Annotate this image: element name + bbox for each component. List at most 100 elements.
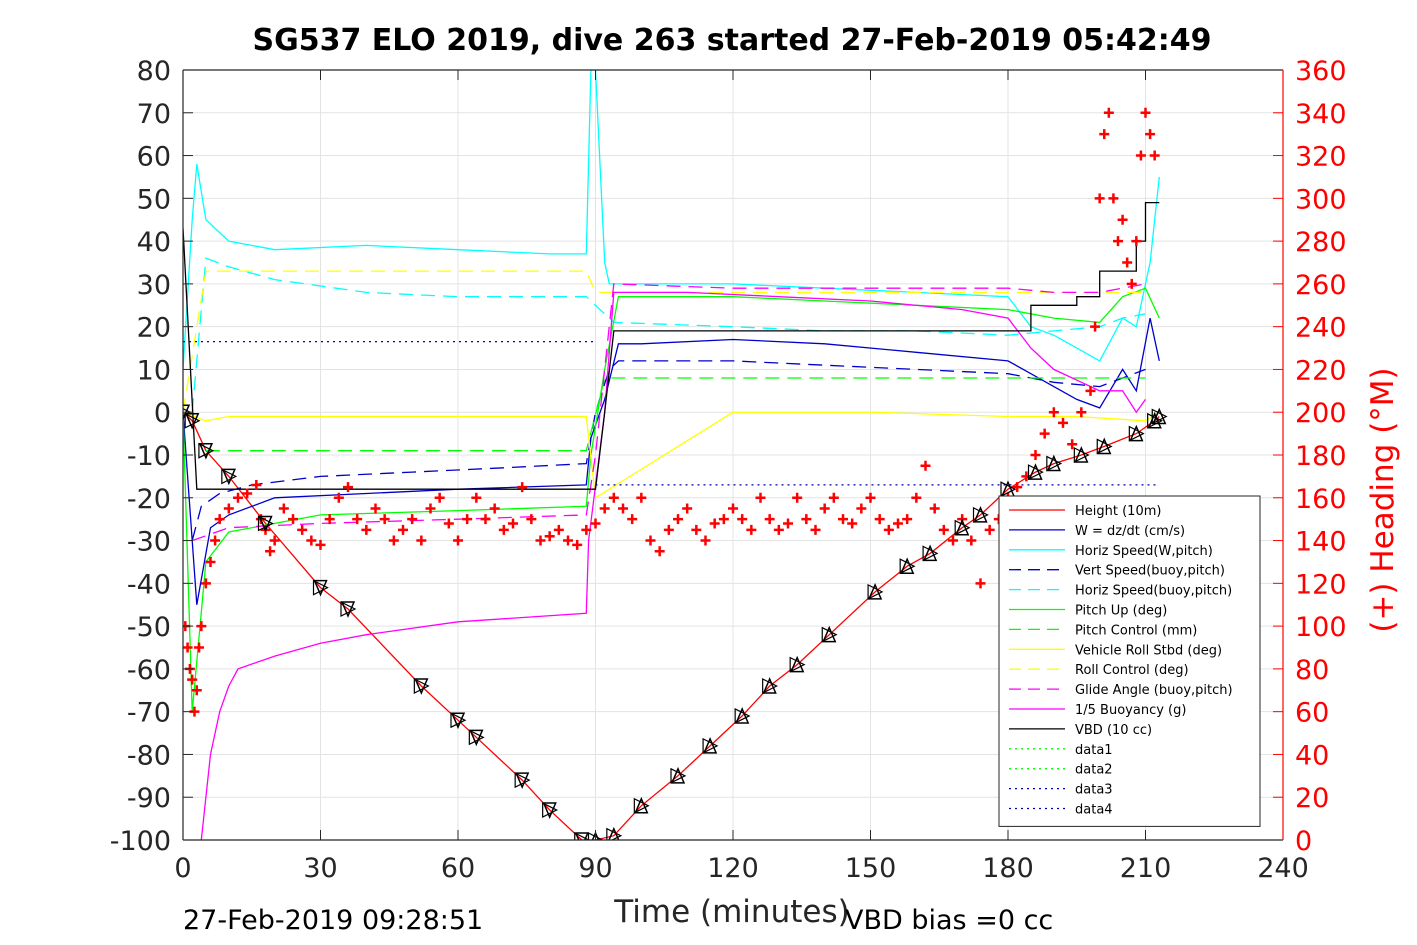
legend-entry: data4 (1075, 803, 1113, 818)
y-tick-label: -60 (127, 655, 171, 686)
depth-marker-alt (922, 545, 939, 562)
depth-marker (822, 625, 837, 643)
heading-point (361, 524, 372, 535)
depth-marker-alt (789, 656, 806, 673)
y-right-tick-label: 280 (1295, 227, 1347, 258)
y-tick-label: -30 (127, 527, 171, 558)
y-right-tick-label: 260 (1295, 270, 1347, 301)
heading-point (654, 546, 665, 557)
depth-marker-alt (312, 579, 329, 596)
x-tick-label: 240 (1257, 853, 1309, 884)
y-tick-label: 50 (137, 184, 171, 215)
heading-point (214, 514, 225, 525)
heading-point (233, 492, 243, 503)
depth-marker (574, 832, 589, 840)
heading-point (599, 503, 610, 514)
heading-point (856, 503, 867, 514)
depth-marker (1046, 454, 1061, 472)
y-tick-label: -100 (110, 826, 171, 857)
depth-marker-alt (1147, 412, 1164, 429)
depth-marker-alt (413, 678, 430, 694)
y-tick-label: -20 (127, 484, 171, 515)
heading-point (563, 535, 573, 546)
x-tick-label: 0 (174, 853, 191, 884)
y-tick-label: -10 (127, 441, 171, 472)
legend-entry: Roll Control (deg) (1075, 663, 1189, 678)
depth-marker (1152, 407, 1167, 425)
depth-marker-alt (221, 468, 238, 485)
heading-point (1058, 417, 1068, 428)
heading-point (581, 524, 592, 535)
y-right-tick-label: 300 (1295, 184, 1347, 215)
heading-point (1140, 107, 1151, 118)
heading-point (553, 524, 564, 535)
heading-point (975, 578, 986, 589)
depth-marker-alt (954, 519, 971, 536)
heading-point (847, 518, 858, 529)
y-tick-label: 60 (137, 142, 171, 173)
depth-marker (1097, 437, 1112, 455)
heading-point (893, 518, 903, 529)
y-right-tick-label: 80 (1295, 655, 1329, 686)
heading-point (443, 518, 454, 529)
heading-point (265, 546, 276, 557)
legend-entry: Pitch Up (deg) (1075, 604, 1167, 619)
heading-point (636, 492, 647, 503)
heading-point (764, 514, 775, 525)
depth-marker-alt (184, 412, 201, 429)
depth-marker-alt (972, 506, 989, 523)
heading-point (187, 674, 198, 685)
heading-point (883, 524, 894, 535)
heading-point (1113, 236, 1123, 247)
heading-point (370, 503, 381, 514)
heading-point (902, 514, 913, 525)
y-right-tick-label: 0 (1295, 826, 1312, 857)
depth-marker-alt (198, 442, 215, 459)
heading-point (388, 535, 399, 546)
plot-contents (183, 70, 1168, 840)
depth-marker-alt (734, 707, 751, 724)
depth-marker-alt (257, 515, 274, 532)
heading-point (223, 503, 234, 514)
heading-point (269, 535, 280, 546)
heading-point (1099, 129, 1110, 140)
heading-point (333, 492, 344, 503)
depth-marker-alt (514, 772, 531, 789)
depth-marker (634, 796, 649, 814)
x-tick-label: 30 (303, 853, 337, 884)
legend-entry: data2 (1075, 763, 1113, 778)
heading-point (1039, 428, 1050, 439)
y-tick-label: -70 (127, 698, 171, 729)
heading-point (480, 514, 491, 525)
heading-point (838, 514, 848, 525)
depth-marker-alt (762, 678, 779, 694)
depth-marker (900, 557, 915, 574)
y-right-tick-label: 360 (1295, 56, 1347, 87)
y-right-tick-label: 320 (1295, 142, 1347, 173)
heading-point (627, 514, 638, 525)
depth-marker (221, 468, 236, 486)
depth-marker-alt (702, 737, 719, 754)
heading-point (1094, 193, 1105, 204)
y-right-tick-label: 40 (1295, 740, 1329, 771)
y-right-tick-label: 340 (1295, 99, 1347, 130)
depth-marker-alt (867, 583, 884, 600)
series-line-vehicle-roll-stbd-deg (183, 411, 1160, 499)
heading-point (590, 518, 601, 529)
depth-marker-alt (1046, 455, 1063, 472)
heading-point (544, 531, 555, 542)
heading-markers (183, 107, 1160, 717)
heading-point (508, 518, 518, 529)
x-tick-label: 180 (982, 853, 1034, 884)
heading-point (828, 492, 839, 503)
x-tick-label: 150 (845, 853, 897, 884)
depth-marker-alt (1151, 408, 1168, 425)
depth-marker-alt (468, 729, 485, 746)
heading-point (194, 642, 205, 653)
y-tick-label: -80 (127, 740, 171, 771)
depth-marker (1028, 463, 1043, 480)
heading-point (1131, 236, 1142, 247)
series-line-1-5-buoyancy-g (200, 291, 1147, 840)
heading-point (929, 503, 940, 514)
